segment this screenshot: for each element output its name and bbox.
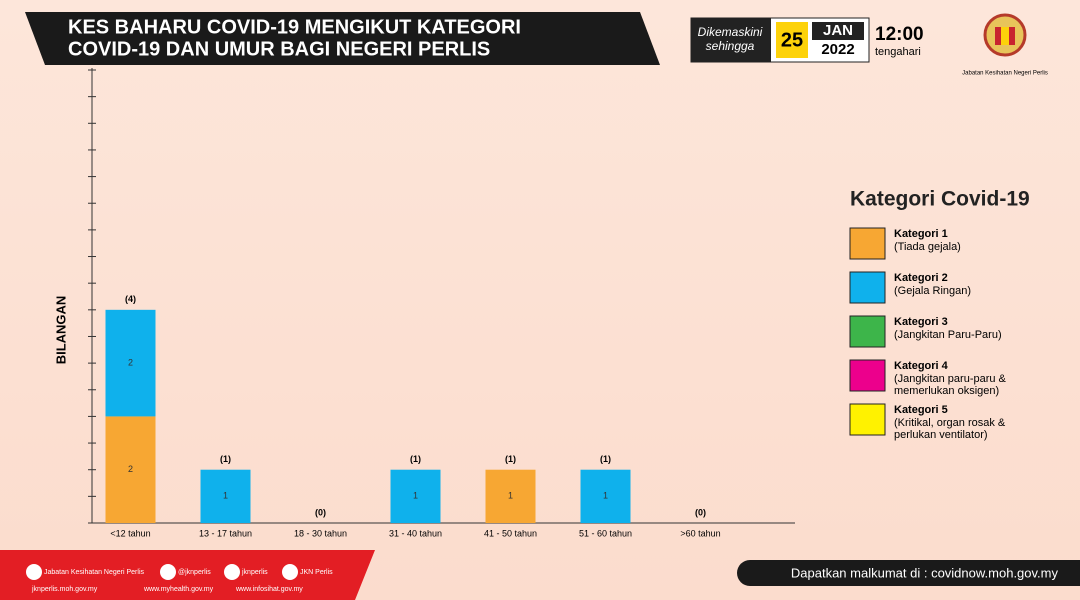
- legend-swatch: [849, 359, 886, 392]
- legend-description: (Jangkitan paru-paru &: [894, 373, 1007, 385]
- info: Dapatkan malkumat di : covidnow.moh.gov.…: [791, 565, 1059, 580]
- title: COVID-19 DAN UMUR BAGI NEGERI PERLIS: [68, 38, 490, 60]
- social: jknperlis: [241, 569, 268, 576]
- total-label: (0): [315, 507, 326, 517]
- bar-segment: [200, 469, 251, 523]
- social: JKN Perlis: [300, 569, 333, 576]
- updated-label: Dikemaskini: [698, 25, 763, 39]
- total-label: (1): [410, 454, 421, 464]
- site: jknperlis.moh.gov.my: [31, 586, 98, 593]
- legend-swatch: [849, 227, 886, 260]
- total-label: (0): [695, 507, 706, 517]
- segment-label: 2: [128, 357, 133, 367]
- x-tick-label: 18 - 30 tahun: [294, 528, 347, 538]
- x-tick-label: >60 tahun: [680, 528, 720, 538]
- site: www.infosihat.gov.my: [235, 586, 303, 593]
- day: 25: [781, 29, 803, 51]
- legend-description: perlukan ventilator): [894, 429, 988, 441]
- legend-name: Kategori 3: [894, 316, 948, 328]
- x-tick-label: 41 - 50 tahun: [484, 528, 537, 538]
- title: KES BAHARU COVID-19 MENGIKUT KATEGORI: [68, 16, 521, 38]
- segment-label: 2: [128, 464, 133, 474]
- title-banner: [25, 12, 660, 65]
- x-tick-label: 13 - 17 tahun: [199, 528, 252, 538]
- segment-label: 1: [508, 491, 513, 501]
- total-label: (4): [125, 294, 136, 304]
- segment-label: 1: [603, 491, 608, 501]
- logo: [983, 13, 1027, 57]
- legend-description: (Tiada gejala): [894, 241, 961, 253]
- day-box: [776, 22, 808, 58]
- x-tick-label: 51 - 60 tahun: [579, 528, 632, 538]
- legend-name: Kategori 4: [894, 360, 949, 372]
- logo-caption: Jabatan Kesihatan Negeri Perlis: [962, 71, 1048, 77]
- y-axis-label: BILANGAN: [53, 296, 68, 365]
- total-label: (1): [220, 454, 231, 464]
- time-note: tengahari: [875, 46, 921, 58]
- footer-band: [0, 550, 375, 600]
- segment-label: 1: [413, 491, 418, 501]
- x-tick-label: <12 tahun: [110, 528, 150, 538]
- legend-description: memerlukan oksigen): [894, 385, 999, 397]
- social: Jabatan Kesihatan Negeri Perlis: [44, 569, 145, 576]
- total-label: (1): [600, 454, 611, 464]
- bar-segment: [105, 416, 156, 523]
- time: 12:00: [875, 24, 924, 45]
- bar-segment: [105, 309, 156, 417]
- segment-label: 1: [223, 491, 228, 501]
- year: 2022: [821, 41, 854, 58]
- legend-description: (Gejala Ringan): [894, 285, 971, 297]
- bar-segment: [390, 469, 441, 523]
- legend-description: (Jangkitan Paru-Paru): [894, 329, 1002, 341]
- bar-segment: [580, 469, 631, 523]
- bar-segment: [485, 469, 536, 523]
- x-tick-label: 31 - 40 tahun: [389, 528, 442, 538]
- date-label-box: [691, 18, 771, 62]
- legend-swatch: [849, 271, 886, 304]
- legend-swatch: [849, 403, 886, 436]
- legend-description: (Kritikal, organ rosak &: [894, 417, 1006, 429]
- month: JAN: [823, 22, 853, 39]
- legend-name: Kategori 2: [894, 272, 948, 284]
- site: www.myhealth.gov.my: [143, 586, 214, 593]
- legend-name: Kategori 1: [894, 228, 948, 240]
- social-icons: [26, 564, 298, 580]
- social: @jknperlis: [178, 569, 211, 576]
- month-box: [812, 22, 864, 40]
- legend-title: Kategori Covid-19: [850, 188, 1030, 211]
- legend-swatch: [849, 315, 886, 348]
- total-label: (1): [505, 454, 516, 464]
- updated-label: sehingga: [706, 39, 755, 53]
- legend-name: Kategori 5: [894, 404, 948, 416]
- info-pill: [737, 560, 1080, 586]
